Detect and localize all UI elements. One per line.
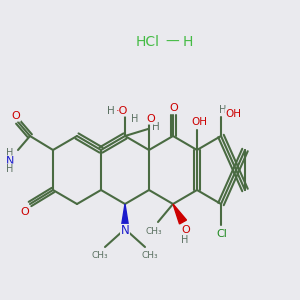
Text: H: H: [219, 105, 227, 115]
Text: HCl: HCl: [136, 35, 160, 49]
Text: H: H: [6, 164, 14, 174]
Text: H: H: [181, 235, 189, 245]
Text: O: O: [169, 103, 178, 113]
Text: —: —: [165, 35, 179, 49]
Polygon shape: [173, 204, 187, 224]
Text: Cl: Cl: [217, 229, 227, 239]
Text: CH₃: CH₃: [146, 227, 162, 236]
Text: H: H: [6, 148, 14, 158]
Text: H: H: [131, 114, 139, 124]
Text: O: O: [12, 111, 20, 121]
Text: O: O: [147, 114, 155, 124]
Text: OH: OH: [191, 117, 207, 127]
Text: ·O: ·O: [116, 106, 128, 116]
Polygon shape: [121, 204, 129, 229]
Text: O: O: [21, 207, 29, 217]
Text: N: N: [6, 156, 14, 166]
Text: H: H: [107, 106, 115, 116]
Text: CH₃: CH₃: [92, 250, 108, 260]
Text: CH₃: CH₃: [142, 250, 158, 260]
Text: H: H: [183, 35, 193, 49]
Text: H: H: [152, 122, 160, 132]
Text: O: O: [182, 225, 190, 235]
Text: N: N: [121, 224, 129, 238]
Text: OH: OH: [225, 109, 241, 119]
